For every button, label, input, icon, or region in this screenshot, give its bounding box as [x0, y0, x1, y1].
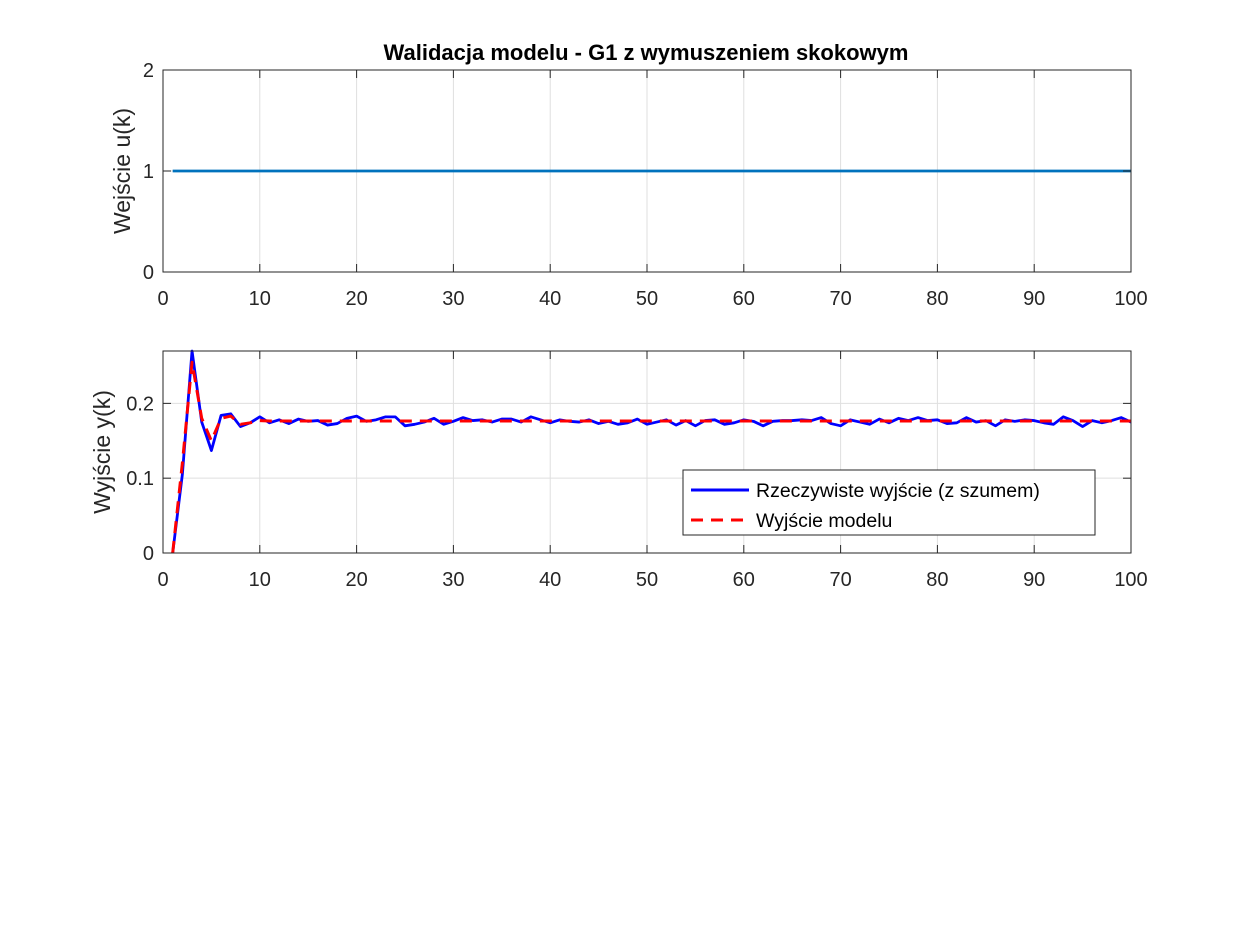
legend-label: Rzeczywiste wyjście (z szumem)	[756, 480, 1040, 502]
chart-title: Walidacja modelu - G1 z wymuszeniem skok…	[384, 40, 909, 65]
x-tick-label: 40	[539, 569, 561, 591]
x-tick-label: 20	[345, 569, 367, 591]
legend-label: Wyjście modelu	[756, 510, 892, 532]
x-tick-label: 100	[1114, 288, 1147, 310]
x-tick-label: 60	[733, 288, 755, 310]
x-tick-label: 100	[1114, 569, 1147, 591]
x-tick-label: 0	[157, 288, 168, 310]
y-tick-label: 0	[143, 543, 154, 565]
x-tick-label: 0	[157, 569, 168, 591]
y-tick-label: 0.1	[126, 468, 154, 490]
x-tick-label: 10	[249, 569, 271, 591]
y-tick-label: 0	[143, 262, 154, 284]
x-tick-label: 90	[1023, 288, 1045, 310]
y-tick-label: 0.2	[126, 393, 154, 415]
x-tick-label: 30	[442, 288, 464, 310]
x-tick-label: 80	[926, 569, 948, 591]
legend-box	[682, 469, 1096, 536]
x-tick-label: 50	[636, 569, 658, 591]
legend: Rzeczywiste wyjście (z szumem) Wyjście mo…	[682, 469, 1096, 536]
y-axis-label: Wyjście y(k)	[89, 390, 115, 514]
x-tick-label: 60	[733, 569, 755, 591]
x-tick-label: 70	[829, 569, 851, 591]
input-subplot: 0 10 20 30 40 50 60 70 80 90 100 0 1 2 Wejście u(k)	[109, 60, 1148, 310]
x-tick-label: 10	[249, 288, 271, 310]
output-subplot: 0 10 20 30 40 50 60 70 80 90 100 0 0.1 0.2 Wyjście y(k…	[89, 349, 1148, 591]
x-tick-label: 90	[1023, 569, 1045, 591]
y-axis-label: Wejście u(k)	[109, 108, 135, 234]
model-output-line	[171, 360, 1131, 554]
x-tick-label: 80	[926, 288, 948, 310]
x-tick-label: 40	[539, 288, 561, 310]
x-tick-label: 20	[345, 288, 367, 310]
y-tick-label: 1	[143, 161, 154, 183]
x-tick-label: 30	[442, 569, 464, 591]
x-tick-label: 70	[829, 288, 851, 310]
x-tick-label: 50	[636, 288, 658, 310]
y-tick-label: 2	[143, 60, 154, 82]
